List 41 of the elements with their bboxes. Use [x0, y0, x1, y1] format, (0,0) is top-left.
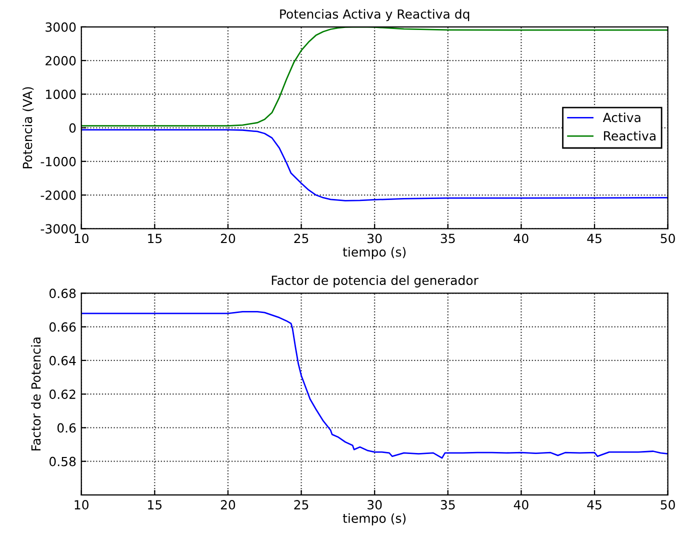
- x-axis-title: tiempo (s): [342, 247, 406, 260]
- y-tick-label: 0.6: [57, 423, 76, 433]
- x-tick-label: 50: [660, 234, 675, 244]
- x-tick-label: 30: [368, 500, 382, 510]
- x-axis-title: tiempo (s): [342, 513, 406, 526]
- chart-title: Potencias Activa y Reactiva dq: [280, 9, 470, 22]
- y-tick-label: -2000: [40, 190, 76, 200]
- x-tick-label: 20: [220, 234, 236, 244]
- y-axis-title: Factor de Potencia: [31, 338, 41, 450]
- y-tick-label: 0.66: [49, 322, 76, 332]
- x-tick-label: 45: [587, 500, 602, 510]
- legend-label: Activa: [602, 112, 640, 122]
- y-tick-label: 0.64: [49, 356, 76, 366]
- y-tick-label: 3000: [46, 22, 76, 32]
- x-tick-label: 25: [294, 500, 308, 510]
- x-tick-label: 10: [74, 234, 88, 244]
- x-tick-label: 40: [514, 234, 528, 244]
- y-axis-title: Potencia (VA): [22, 87, 34, 168]
- legend-label: Reactiva: [604, 130, 656, 141]
- x-tick-label: 45: [587, 234, 602, 244]
- x-tick-label: 40: [514, 500, 528, 510]
- x-tick-label: 30: [368, 234, 382, 244]
- y-tick-label: -3000: [40, 224, 76, 234]
- x-tick-label: 10: [74, 500, 88, 510]
- x-tick-label: 25: [294, 234, 308, 244]
- y-tick-label: -1000: [40, 156, 76, 166]
- y-tick-label: 0.62: [49, 390, 76, 400]
- y-tick-label: 2000: [46, 56, 76, 66]
- line-series: [81, 311, 668, 459]
- y-tick-label: 0.68: [49, 288, 76, 298]
- y-tick-label: 0: [69, 123, 76, 133]
- x-tick-label: 15: [148, 234, 162, 244]
- y-tick-label: 0.58: [49, 456, 76, 466]
- x-tick-label: 50: [660, 500, 675, 510]
- x-tick-label: 15: [148, 500, 162, 510]
- x-tick-label: 35: [440, 234, 455, 244]
- line-series: [81, 129, 668, 202]
- chart-title: Factor de potencia del generador: [272, 275, 478, 288]
- y-tick-label: 1000: [46, 90, 76, 100]
- x-tick-label: 20: [220, 500, 236, 510]
- x-tick-label: 35: [440, 500, 455, 510]
